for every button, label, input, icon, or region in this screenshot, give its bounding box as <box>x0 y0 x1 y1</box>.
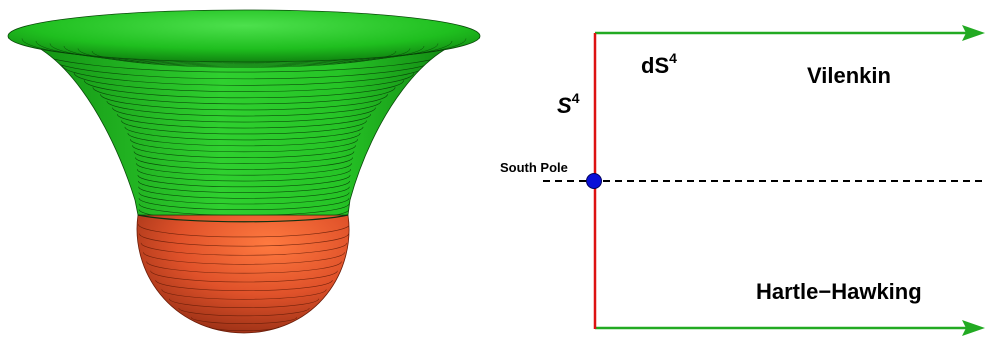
contour-ring <box>73 72 415 92</box>
contour-ring <box>49 43 439 65</box>
contour-ring <box>121 120 367 135</box>
contour-ring <box>150 270 338 283</box>
contour-ring <box>143 252 345 265</box>
contour-ring <box>91 50 397 68</box>
contour-ring <box>132 145 356 158</box>
contour-ring <box>135 157 353 170</box>
contour-ring <box>155 280 333 292</box>
contour-ring <box>112 107 376 123</box>
contour-ring <box>21 38 467 64</box>
contour-ring <box>138 209 350 215</box>
contour-ring <box>138 180 350 193</box>
arrowhead-right-icon <box>962 25 985 41</box>
contour-ring <box>139 233 349 247</box>
label-ds4: dS4 <box>641 50 677 78</box>
label-s4: S4 <box>557 90 580 118</box>
contour-ring <box>106 100 382 117</box>
contour-ring <box>130 139 358 153</box>
contour-ring <box>138 192 350 205</box>
contour-ring <box>136 169 352 182</box>
label-vilenkin: Vilenkin <box>807 63 891 88</box>
arrowhead-right-icon <box>962 320 985 336</box>
contour-ring <box>161 289 327 300</box>
contour-ring <box>100 94 388 111</box>
contour-ring <box>190 317 298 324</box>
contour-ring <box>140 242 348 256</box>
contour-ring <box>127 133 361 147</box>
label-hartle-hawking: Hartle−Hawking <box>756 279 922 304</box>
contour-ring <box>62 65 426 86</box>
contour-ring <box>209 326 279 332</box>
contour-ring <box>83 80 405 99</box>
contour-ring <box>146 261 342 274</box>
contour-ring <box>138 203 350 215</box>
contour-ring <box>138 186 350 199</box>
contour-ring <box>138 224 350 238</box>
funnel-ds4 <box>7 9 481 223</box>
contour-ring <box>136 163 352 176</box>
top-green-arrow <box>595 25 985 41</box>
contour-ring <box>77 48 411 67</box>
contour-ring <box>92 87 396 105</box>
contour-ring <box>178 307 310 317</box>
contour-ring <box>63 45 425 66</box>
contour-ring <box>138 198 350 210</box>
label-south-pole: South Pole <box>500 160 568 175</box>
contour-ring <box>48 57 440 80</box>
contour-ring <box>168 298 320 308</box>
hemisphere-s4 <box>136 214 350 334</box>
schematic: dS4 S4 Vilenkin South Pole Hartle−Hawkin… <box>500 25 987 336</box>
contour-ring <box>124 126 364 141</box>
bottom-green-arrow <box>595 320 985 336</box>
contour-ring <box>35 40 453 65</box>
contour-ring <box>117 114 371 129</box>
contour-ring <box>137 175 351 188</box>
surface-illustration <box>7 9 481 334</box>
contour-ring <box>133 151 355 164</box>
south-pole-marker <box>586 173 602 189</box>
